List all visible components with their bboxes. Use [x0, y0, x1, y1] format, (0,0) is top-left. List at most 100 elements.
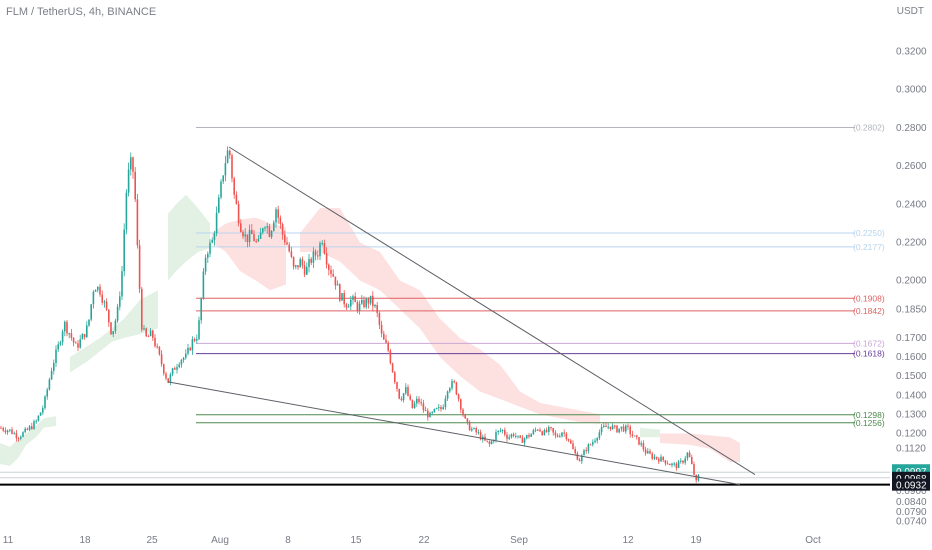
candle-body — [204, 257, 207, 272]
candle-body — [363, 299, 365, 308]
candle-body — [515, 435, 517, 437]
candle-body — [647, 451, 649, 454]
candle-body — [46, 389, 48, 397]
candle-body — [673, 463, 675, 465]
candle-body — [473, 427, 475, 429]
candle-body — [222, 175, 224, 182]
candle-body — [152, 330, 154, 338]
candle-body — [413, 403, 416, 409]
candle-body — [50, 370, 53, 380]
candle-body — [453, 381, 455, 383]
y-tick-label-3: 0.2600 — [896, 161, 927, 172]
candle-body — [598, 432, 601, 439]
candle-body — [567, 439, 570, 441]
candle-body — [427, 410, 429, 418]
trendlines[interactable] — [167, 146, 756, 486]
candle-body — [640, 443, 642, 445]
candle-body — [660, 456, 662, 462]
candle-body — [530, 434, 532, 437]
candle-body — [70, 333, 73, 338]
candle-body — [398, 388, 400, 399]
candle-body — [554, 432, 557, 436]
candle-body — [279, 217, 282, 225]
x-axis[interactable]: 11 18 25 Aug 8 15 22 Sep 12 19 Oct — [3, 535, 821, 546]
candle-body — [512, 434, 515, 436]
candle-body — [22, 432, 24, 437]
candle-body — [671, 463, 673, 466]
y-axis[interactable]: 0.3200 0.3000 0.2800 0.2600 0.2400 0.2200 0.20… — [896, 47, 927, 528]
candle-body — [677, 461, 680, 469]
candle-body — [394, 372, 396, 383]
candle-body — [438, 407, 440, 409]
candle-body — [552, 428, 554, 433]
candle-body — [37, 415, 40, 421]
candle-body — [163, 364, 165, 374]
upper-trendline[interactable] — [228, 146, 756, 475]
x-tick-label-5: 15 — [350, 535, 362, 546]
candle-body — [556, 435, 559, 437]
candle-body — [411, 399, 414, 409]
candle-body — [614, 425, 616, 427]
level-label-6: (0.1618) — [853, 349, 885, 359]
candle-body — [563, 432, 565, 434]
candle-body — [374, 304, 376, 307]
x-tick-label-1: 18 — [79, 535, 91, 546]
level-label-1: (0.2250) — [853, 228, 885, 238]
candle-body — [477, 432, 480, 434]
candle-body — [2, 428, 4, 431]
candle-body — [449, 388, 451, 392]
candle-body — [121, 271, 123, 297]
candle-body — [367, 298, 370, 304]
candle-body — [240, 223, 242, 232]
candle-body — [44, 396, 46, 409]
candle-body — [609, 426, 612, 430]
candle-body — [15, 433, 18, 439]
level-label-5: (0.1672) — [853, 338, 885, 348]
candle-body — [680, 460, 682, 462]
candle-body — [229, 150, 231, 156]
candle-body — [231, 155, 233, 179]
candle-body — [644, 449, 647, 454]
candle-body — [31, 426, 33, 430]
candle-body — [317, 255, 319, 257]
candle-body — [156, 346, 158, 348]
candle-body — [189, 347, 191, 351]
candle-body — [325, 253, 328, 265]
candle-body — [361, 299, 363, 304]
candle-body — [233, 178, 235, 195]
candle-body — [160, 354, 163, 365]
candle-body — [48, 379, 51, 390]
candle-body — [312, 251, 315, 263]
candle-body — [578, 459, 581, 462]
candle-body — [101, 294, 103, 303]
candle-body — [633, 435, 636, 437]
price-axis-unit: USDT — [896, 6, 924, 17]
lower-trendline[interactable] — [167, 381, 741, 486]
candle-body — [693, 464, 695, 475]
candle-body — [178, 364, 180, 368]
candle-body — [314, 251, 317, 256]
candle-body — [341, 293, 343, 301]
candle-body — [354, 296, 356, 303]
candle-body — [429, 412, 431, 418]
candle-body — [213, 233, 216, 240]
candle-body — [24, 428, 26, 433]
candle-body — [53, 362, 55, 371]
candle-body — [270, 230, 273, 237]
candle-body — [596, 438, 598, 441]
candle-body — [244, 234, 246, 237]
x-tick-label-3: Aug — [211, 535, 229, 546]
candle-body — [369, 295, 372, 304]
candle-body — [658, 458, 660, 462]
candle-body — [97, 286, 99, 291]
candle-body — [119, 296, 121, 307]
candle-body — [169, 374, 172, 383]
candle-body — [264, 227, 266, 229]
candle-body — [686, 452, 689, 459]
y-tick-label-17: 0.0840 — [896, 497, 927, 508]
candle-body — [257, 238, 260, 242]
candle-body — [64, 321, 66, 332]
candle-body — [55, 349, 57, 363]
candle-body — [501, 429, 504, 431]
